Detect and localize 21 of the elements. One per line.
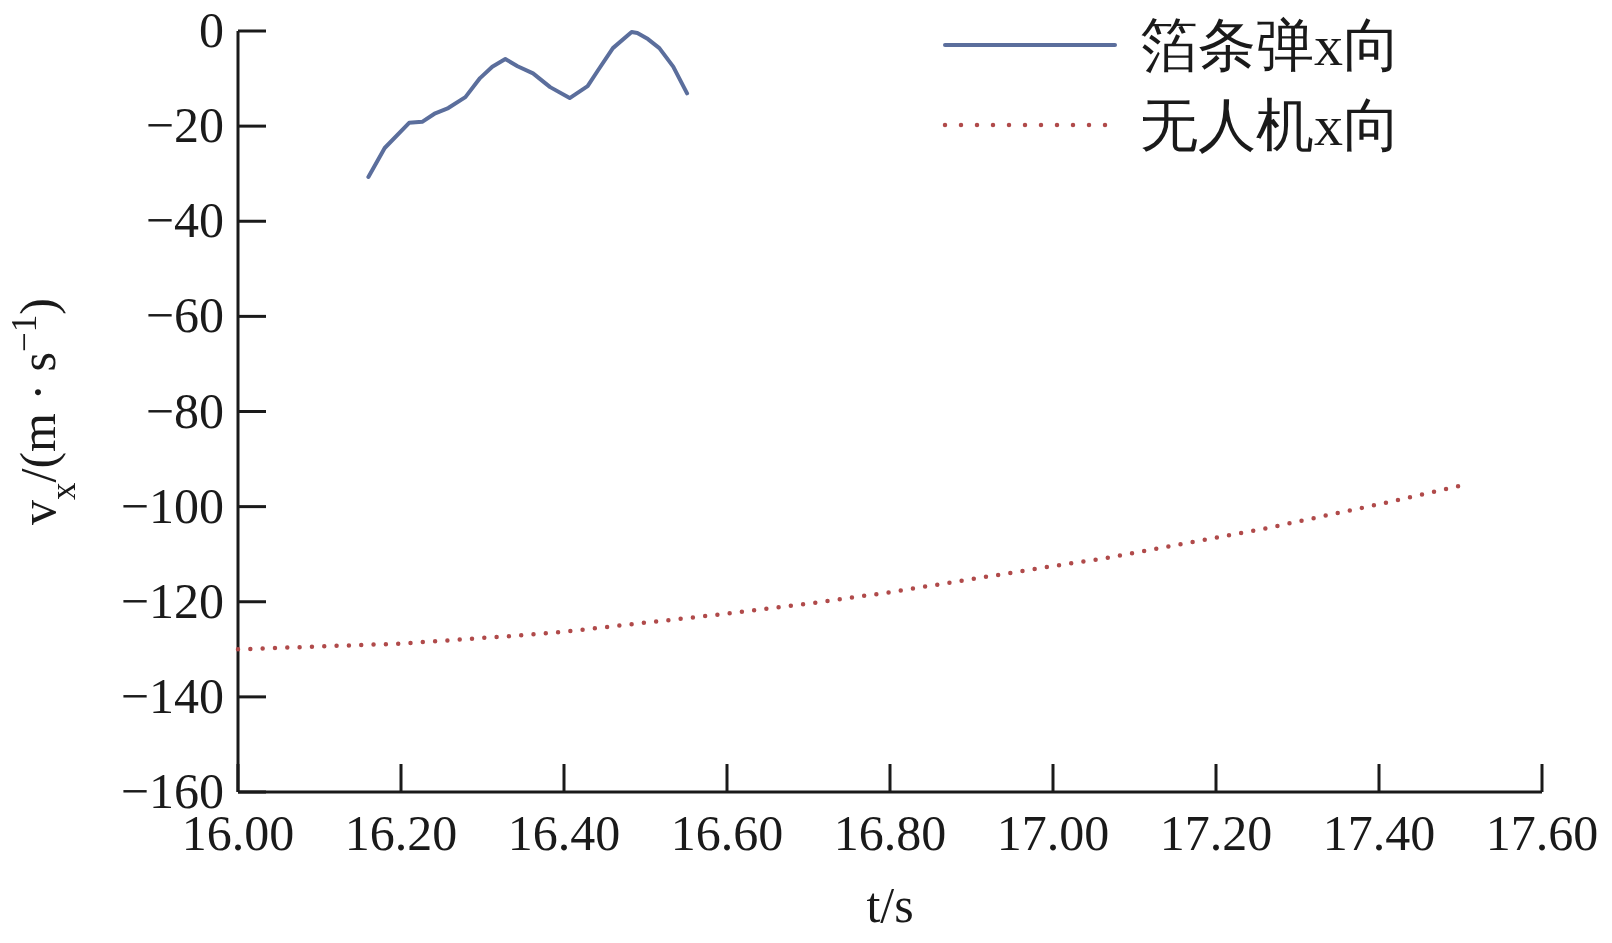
x-axis-title: t/s (866, 877, 914, 933)
y-tick-label: −60 (145, 287, 224, 344)
legend-label: 箔条弹x向 (1140, 13, 1401, 78)
y-tick-label: −140 (120, 667, 224, 724)
x-tick-label: 17.00 (996, 805, 1110, 861)
legend-label: 无人机x向 (1140, 93, 1401, 158)
y-tick-label: −80 (145, 382, 224, 439)
x-tick-label: 17.40 (1322, 805, 1436, 861)
line-series (235, 483, 1461, 652)
y-tick-label: −20 (145, 97, 224, 154)
x-tick-label: 17.60 (1485, 805, 1599, 861)
x-tick-label: 16.60 (670, 805, 784, 861)
y-tick-label: −100 (120, 477, 224, 534)
x-tick-label: 16.40 (507, 805, 621, 861)
y-tick-label: −120 (120, 572, 224, 629)
y-tick-label: 0 (199, 2, 224, 58)
x-tick-label: 16.20 (344, 805, 458, 861)
x-tick-label: 16.80 (833, 805, 947, 861)
x-tick-label: 17.20 (1159, 805, 1273, 861)
y-tick-label: −40 (145, 192, 224, 249)
line-series (366, 29, 690, 180)
